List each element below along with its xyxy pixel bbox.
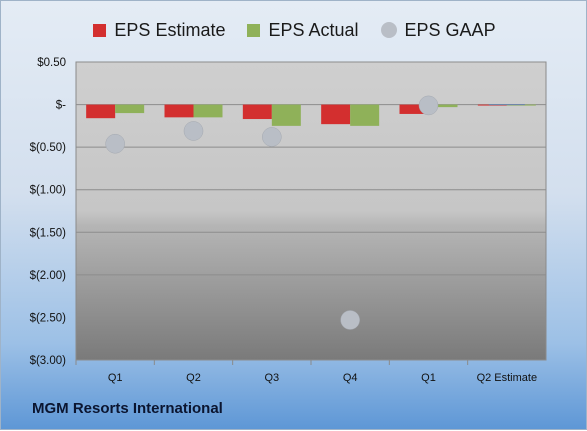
bar-eps-estimate-2 [242,104,272,120]
legend-label-eps-actual: EPS Actual [268,19,359,40]
dot-eps-gaap-1 [183,121,204,141]
legend-item-eps-gaap: EPS GAAP [380,19,496,41]
y-tick-label-6: $(2.50) [30,312,67,324]
y-tick-label-2: $(0.50) [30,142,67,154]
x-tick-label-0: Q1 [108,372,123,384]
legend-swatch-eps-actual [247,23,261,37]
legend-item-eps-actual: EPS Actual [247,19,359,41]
bar-eps-actual-3 [350,104,380,126]
dot-eps-gaap-0 [105,133,125,154]
x-tick-label-4: Q1 [421,372,436,384]
bar-eps-actual-0 [115,104,145,114]
x-tick-label-2: Q3 [264,372,279,384]
dot-eps-gaap-4 [418,95,439,116]
y-tick-label-4: $(1.50) [30,227,67,239]
bar-eps-actual-4 [428,104,458,108]
y-tick-label-5: $(2.00) [30,270,67,282]
legend-item-eps-estimate: EPS Estimate [93,20,225,41]
bar-eps-estimate-4 [399,104,429,114]
bar-eps-estimate-3 [321,104,351,125]
bar-eps-actual-1 [193,104,223,118]
legend-label-eps-gaap: EPS GAAP [404,19,496,40]
dot-eps-gaap-2 [262,127,282,147]
bar-eps-estimate-1 [164,104,194,118]
y-tick-label-3: $(1.00) [30,185,67,197]
x-tick-label-3: Q4 [343,372,358,384]
legend-swatch-eps-estimate [93,23,107,37]
legend-label-eps-estimate: EPS Estimate [114,19,226,40]
company-name: MGM Resorts International [32,400,223,417]
legend-swatch-eps-gaap [380,22,397,38]
plot-area [75,61,547,361]
chart-legend: EPS Estimate EPS Actual EPS GAAP [1,15,587,45]
bar-eps-actual-2 [271,104,301,126]
dot-eps-gaap-3 [340,310,360,330]
y-tick-label-0: $0.50 [37,57,66,69]
x-tick-label-1: Q2 [186,372,201,384]
y-tick-label-1: $- [56,100,66,112]
x-tick-label-5: Q2 Estimate [477,372,538,384]
y-tick-label-7: $(3.00) [30,355,67,367]
bar-eps-estimate-0 [86,104,116,119]
